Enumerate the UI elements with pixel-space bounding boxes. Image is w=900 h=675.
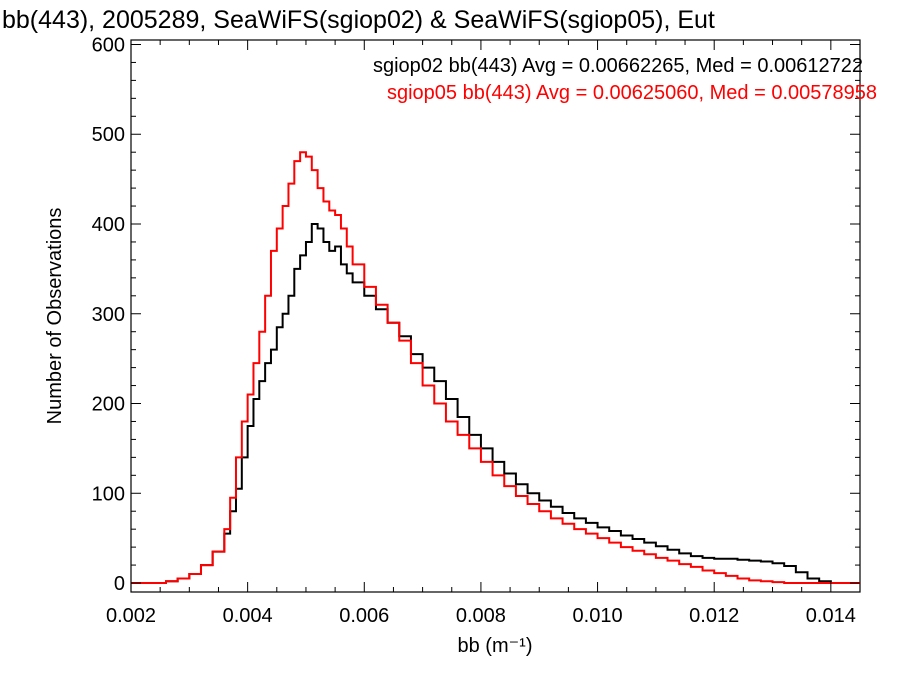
x-tick-label: 0.008 [456, 605, 506, 627]
x-tick-label: 0.010 [573, 605, 623, 627]
x-tick-label: 0.014 [806, 605, 856, 627]
y-tick-label: 0 [114, 573, 125, 595]
legend-entry-sgiop05: sgiop05 bb(443) Avg = 0.00625060, Med = … [387, 82, 877, 104]
y-tick-label: 200 [92, 394, 125, 416]
y-tick-label: 600 [92, 34, 125, 56]
x-axis-label: bb (m⁻¹) [458, 635, 533, 657]
y-tick-label: 100 [92, 483, 125, 505]
y-axis: 0 100 200 300 400 500 600 [92, 34, 860, 595]
plot-border [130, 39, 861, 593]
y-tick-label: 400 [92, 214, 125, 236]
series-layer [131, 151, 860, 585]
series-line-sgiop02 [131, 223, 860, 585]
x-axis: 0.002 0.004 0.006 0.008 0.010 0.012 0.014 [106, 40, 856, 627]
y-axis-label: Number of Observations [44, 208, 66, 425]
x-tick-label: 0.012 [689, 605, 739, 627]
series-line-sgiop05 [131, 151, 860, 585]
x-tick-label: 0.002 [106, 605, 156, 627]
y-tick-label: 500 [92, 124, 125, 146]
plot-frame [130, 39, 861, 593]
x-tick-label: 0.006 [339, 605, 389, 627]
legend-entry-sgiop02: sgiop02 bb(443) Avg = 0.00662265, Med = … [373, 55, 863, 77]
x-tick-label: 0.004 [223, 605, 273, 627]
y-tick-label: 300 [92, 304, 125, 326]
chart-title: bb(443), 2005289, SeaWiFS(sgiop02) & Sea… [2, 6, 715, 34]
